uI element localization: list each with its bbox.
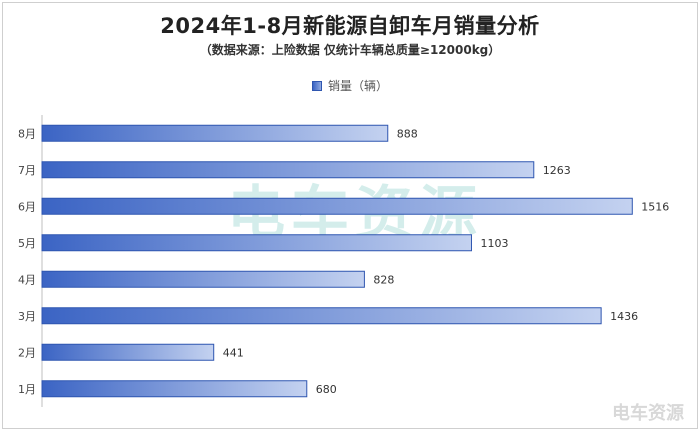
y-tick-label: 4月	[18, 273, 36, 286]
y-tick-label: 2月	[18, 346, 36, 359]
bar	[41, 270, 365, 288]
data-label: 441	[223, 346, 244, 359]
bar	[41, 380, 308, 398]
bar	[41, 197, 633, 215]
y-tick-label: 1月	[18, 383, 36, 396]
data-label: 828	[373, 273, 394, 286]
data-label: 1103	[480, 237, 508, 250]
legend-label: 销量（辆）	[327, 79, 388, 93]
y-tick-label: 7月	[18, 164, 36, 177]
data-label: 1263	[543, 164, 571, 177]
data-label: 680	[316, 383, 337, 396]
legend-swatch	[311, 80, 322, 91]
corner-logo-text: 电车资源	[612, 402, 684, 424]
bar	[41, 234, 472, 252]
bar	[41, 343, 215, 361]
bar	[41, 161, 535, 179]
data-label: 888	[397, 127, 418, 140]
corner-logo: 电车资源	[612, 402, 684, 424]
data-label: 1436	[610, 310, 638, 323]
y-tick-label: 6月	[18, 200, 36, 213]
y-tick-label: 3月	[18, 310, 36, 323]
legend: 销量（辆）	[0, 77, 700, 94]
bar	[41, 124, 389, 142]
y-tick-label: 5月	[18, 237, 36, 250]
bar	[41, 307, 602, 325]
y-tick-label: 8月	[18, 127, 36, 140]
chart-subtitle: （数据来源：上险数据 仅统计车辆总质量≥12000kg）	[199, 43, 501, 57]
data-label: 1516	[641, 200, 669, 213]
chart-title: 2024年1-8月新能源自卸车月销量分析	[160, 14, 540, 38]
